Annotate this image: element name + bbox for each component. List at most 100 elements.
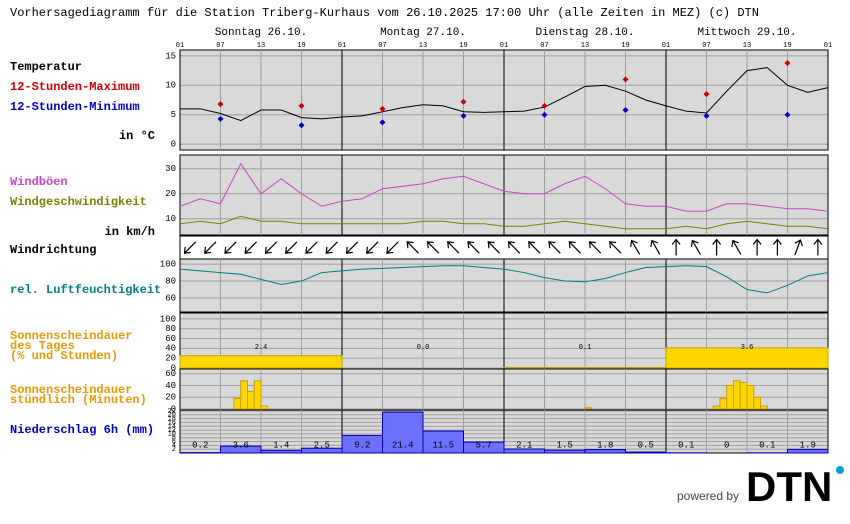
bar-label: 2.4	[255, 344, 268, 352]
bar	[733, 380, 741, 410]
wind-arrow	[487, 241, 500, 254]
y-tick-label: 16	[168, 419, 176, 427]
extreme-marker	[379, 105, 386, 112]
wind-arrow	[671, 238, 681, 256]
x-tick-label: 19	[783, 42, 791, 50]
wind-arrow	[183, 241, 197, 254]
x-tick-label: 19	[621, 42, 629, 50]
wind-arrow	[813, 238, 823, 256]
bar	[726, 384, 734, 410]
x-tick-label: 01	[176, 42, 184, 50]
bar	[544, 449, 586, 454]
bar	[753, 396, 761, 410]
wind-arrow	[588, 241, 602, 254]
extreme-marker	[460, 98, 467, 105]
y-tick-label: 60	[165, 293, 176, 303]
extreme-marker	[217, 101, 224, 108]
extreme-marker	[541, 102, 548, 109]
bar	[220, 445, 262, 454]
wind-arrow	[630, 239, 641, 255]
data-line	[179, 162, 829, 212]
y-tick-label: 20	[165, 189, 176, 199]
extreme-marker	[298, 122, 305, 129]
y-tick-label: 10	[165, 81, 176, 91]
wind-arrow	[568, 241, 581, 254]
panel-label: (% und Stunden)	[10, 349, 118, 363]
wind-arrow	[426, 241, 440, 254]
bar-label: 0	[724, 440, 729, 450]
y-tick-label: 80	[165, 324, 176, 334]
bar	[240, 380, 248, 410]
y-tick-label: 15	[165, 51, 176, 61]
panel-label: stündlich (Minuten)	[10, 393, 147, 407]
data-line	[180, 67, 829, 122]
bar-label: 3.6	[741, 344, 754, 352]
wind-arrow	[712, 238, 722, 256]
wind-arrow	[690, 239, 701, 255]
bar	[625, 451, 667, 454]
extreme-marker	[784, 111, 791, 118]
y-tick-label: 0	[171, 363, 176, 373]
wind-arrow	[285, 241, 298, 254]
powered-by: powered by	[677, 489, 739, 503]
day-label: Mittwoch 29.10.	[697, 27, 796, 39]
extreme-marker	[298, 102, 305, 109]
y-tick-label: 30	[165, 164, 176, 174]
wind-arrow	[772, 238, 782, 256]
x-tick-label: 07	[702, 42, 710, 50]
arrow-bg	[179, 235, 829, 260]
y-tick-label: 10	[165, 214, 176, 224]
y-tick-label: 12	[168, 427, 176, 435]
y-tick-label: 20	[165, 393, 176, 403]
wind-arrow	[731, 239, 742, 255]
y-tick-label: 18	[168, 415, 176, 423]
wind-arrow	[447, 241, 460, 254]
bar	[719, 397, 728, 410]
extreme-marker	[460, 112, 467, 119]
bar-label: 2.1	[516, 440, 532, 450]
wind-arrow	[366, 241, 379, 254]
logo-dot	[836, 466, 844, 474]
panel-label: in km/h	[105, 225, 155, 239]
bar-label: 3.6	[233, 440, 249, 450]
bar	[584, 449, 626, 454]
panel-label: 12-Stunden-Maximum	[10, 80, 140, 94]
bar	[179, 355, 343, 369]
bar	[247, 390, 255, 410]
y-tick-label: 20	[165, 354, 176, 364]
bar	[382, 411, 424, 454]
extreme-marker	[703, 91, 710, 98]
panel-label: 12-Stunden-Minimum	[10, 100, 140, 114]
x-tick-label: 19	[459, 42, 467, 50]
y-tick-label: 6	[172, 438, 176, 446]
x-tick-label: 13	[743, 42, 751, 50]
y-tick-label: 10	[168, 431, 176, 439]
panel-label: des Tages	[10, 339, 75, 353]
x-tick-label: 13	[581, 42, 589, 50]
wind-arrow	[305, 241, 318, 254]
wind-arrow	[548, 241, 561, 254]
panel-label: Sonnenscheindauer	[10, 329, 132, 343]
x-tick-label: 01	[338, 42, 346, 50]
wind-arrow	[650, 239, 661, 255]
bar	[260, 405, 269, 410]
bar-label: 2.5	[314, 440, 330, 450]
x-tick-label: 13	[257, 42, 265, 50]
bar-label: 0.1	[579, 344, 592, 352]
bar-label: 21.4	[392, 440, 414, 450]
bar-label: 0.2	[192, 440, 208, 450]
bar-label: 5.7	[476, 440, 492, 450]
bar	[787, 448, 829, 454]
y-tick-label: 100	[160, 314, 176, 324]
bar-label: 0.1	[759, 440, 775, 450]
data-line	[179, 215, 829, 230]
extreme-marker	[622, 76, 629, 83]
wind-arrow	[507, 241, 521, 254]
bar	[760, 405, 768, 410]
bar-label: 1.4	[273, 440, 289, 450]
wind-arrow	[264, 241, 278, 254]
extreme-marker	[784, 59, 791, 66]
y-tick-label: 5	[171, 110, 176, 120]
wind-arrow	[467, 241, 480, 254]
bar-label: 1.8	[597, 440, 613, 450]
